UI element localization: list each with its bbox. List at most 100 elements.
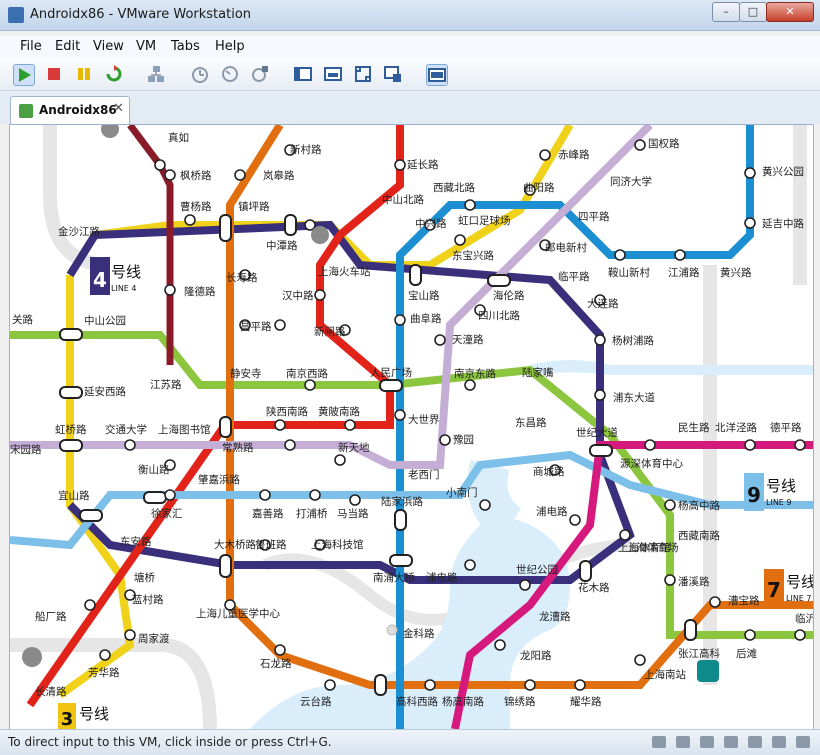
station-label: 宝山路 (408, 289, 440, 302)
station-label: 长寿路 (226, 271, 258, 284)
station-label: 临平路 (558, 270, 590, 283)
minimize-button[interactable]: – (712, 2, 740, 22)
station-label: 交通大学 (105, 423, 147, 436)
reset-button[interactable] (104, 64, 124, 84)
station-label: 衡山路 (138, 463, 170, 476)
fullscreen-button[interactable] (323, 64, 343, 84)
station-label: 同济大学 (610, 175, 652, 188)
cdrom-icon[interactable] (676, 736, 690, 748)
revert-snapshot-icon (222, 66, 238, 82)
window-title: Androidx86 - VMware Workstation (30, 7, 252, 22)
close-button[interactable]: ✕ (766, 2, 814, 22)
reset-icon (106, 65, 122, 82)
message-icon[interactable] (796, 736, 810, 748)
usb-icon[interactable] (748, 736, 762, 748)
menu-tabs[interactable]: Tabs (171, 39, 200, 54)
station-label: 鲁班路 (255, 538, 287, 551)
maximize-button[interactable]: □ (739, 2, 767, 22)
station-label: 周家渡 (138, 632, 170, 645)
vm-display[interactable]: 4 号线 LINE 4 9 号线 LINE 9 7 号线 LINE 7 3 号线… (9, 124, 814, 730)
station-label: 东安路 (120, 535, 152, 548)
snapshot-manager-button[interactable] (250, 64, 270, 84)
menu-help[interactable]: Help (215, 39, 245, 54)
line-7-badge: 7 号线 LINE 7 (764, 569, 813, 607)
menu-edit[interactable]: Edit (55, 39, 81, 54)
menu-vm[interactable]: VM (136, 39, 157, 54)
station-label: 西藏南路 (678, 529, 720, 542)
power-on-button[interactable] (13, 64, 35, 86)
suspend-button[interactable] (74, 64, 94, 84)
station-label: 宜山路 (58, 489, 90, 502)
menu-file[interactable]: File (20, 39, 42, 54)
station-label: 上海火车站 (318, 265, 371, 278)
station-label: 隆德路 (184, 285, 216, 298)
snapshot-button[interactable] (190, 64, 210, 84)
console-view-button[interactable] (293, 64, 313, 84)
line-4-number: 4 (93, 268, 107, 292)
tab-close-icon[interactable]: ✕ (113, 101, 124, 116)
unity-button[interactable] (383, 64, 403, 84)
station-label: 浦电路 (536, 505, 568, 518)
station-label: 漕宝路 (728, 594, 760, 607)
station-label: 延安西路 (84, 385, 126, 398)
station-label: 汉中路 (282, 289, 314, 302)
menu-view[interactable]: View (93, 39, 124, 54)
station-label: 蓝村路 (132, 593, 164, 606)
station-label: 浦电路 (426, 571, 458, 584)
station-label: 打浦桥 (296, 507, 328, 520)
station-label: 中山公园 (84, 314, 126, 327)
status-text: To direct input to this VM, click inside… (8, 735, 332, 749)
station-label: 耀华路 (570, 695, 602, 708)
metro-map[interactable]: 4 号线 LINE 4 9 号线 LINE 9 7 号线 LINE 7 3 号线… (10, 125, 813, 729)
station-label: 船厂路 (35, 610, 67, 623)
line-7-sub: LINE 7 (786, 594, 812, 603)
station-label: 江苏路 (150, 378, 182, 391)
station-label: 芳华路 (88, 666, 120, 679)
station-label: 真如 (168, 131, 189, 144)
station-label: 虹口足球场 (458, 214, 511, 227)
station-label: 杨高南路 (442, 695, 484, 708)
network-button[interactable] (146, 64, 166, 84)
station-label: 南浦大桥 (373, 571, 415, 584)
station-label: 马当路 (337, 507, 369, 520)
thumbnail-bar-button[interactable] (426, 64, 448, 86)
play-icon (19, 68, 31, 82)
station-label: 长清路 (35, 685, 67, 698)
title-bar: Androidx86 - VMware Workstation – □ ✕ (0, 0, 820, 31)
station-label: 延长路 (407, 158, 439, 171)
sound-icon[interactable] (772, 736, 786, 748)
station-label: 浦东大道 (613, 391, 655, 404)
station-label: 北洋泾路 (715, 421, 757, 434)
line-3-name: 号线 (79, 705, 109, 723)
station-label: 上海图书馆 (158, 423, 211, 436)
station-label: 花木路 (578, 581, 610, 594)
revert-snapshot-button[interactable] (220, 64, 240, 84)
station-label: 锦绣路 (504, 695, 536, 708)
station-label: 石龙路 (260, 657, 292, 670)
station-label: 云台路 (300, 695, 332, 708)
floppy-icon[interactable] (700, 736, 714, 748)
station-label: 新天地 (338, 441, 370, 454)
network-status-icon[interactable] (724, 736, 738, 748)
snapshot-icon (192, 67, 208, 83)
hdd-icon[interactable] (652, 736, 666, 748)
vmware-icon (8, 7, 24, 23)
station-label: 常熟路 (222, 441, 254, 454)
vm-tab-icon (19, 104, 33, 118)
station-label: 嘉善路 (252, 507, 284, 520)
tab-androidx86[interactable]: Androidx86 ✕ (10, 96, 130, 125)
station-label: 世纪公园 (516, 564, 558, 576)
station-label: 大世界 (408, 413, 440, 426)
station-label: 关路 (12, 313, 33, 326)
station-label: 虹桥路 (55, 423, 87, 436)
station-label: 四平路 (578, 210, 610, 223)
station-label: 昌平路 (240, 320, 272, 333)
station-label: 四川北路 (478, 309, 520, 322)
line-7-name: 号线 (786, 573, 813, 591)
station-label: 曹杨路 (180, 200, 212, 213)
station-label: 上海儿童医学中心 (196, 607, 280, 620)
power-off-button[interactable] (44, 64, 64, 84)
station-label: 杨树浦路 (612, 334, 654, 347)
quick-switch-button[interactable] (353, 64, 373, 84)
